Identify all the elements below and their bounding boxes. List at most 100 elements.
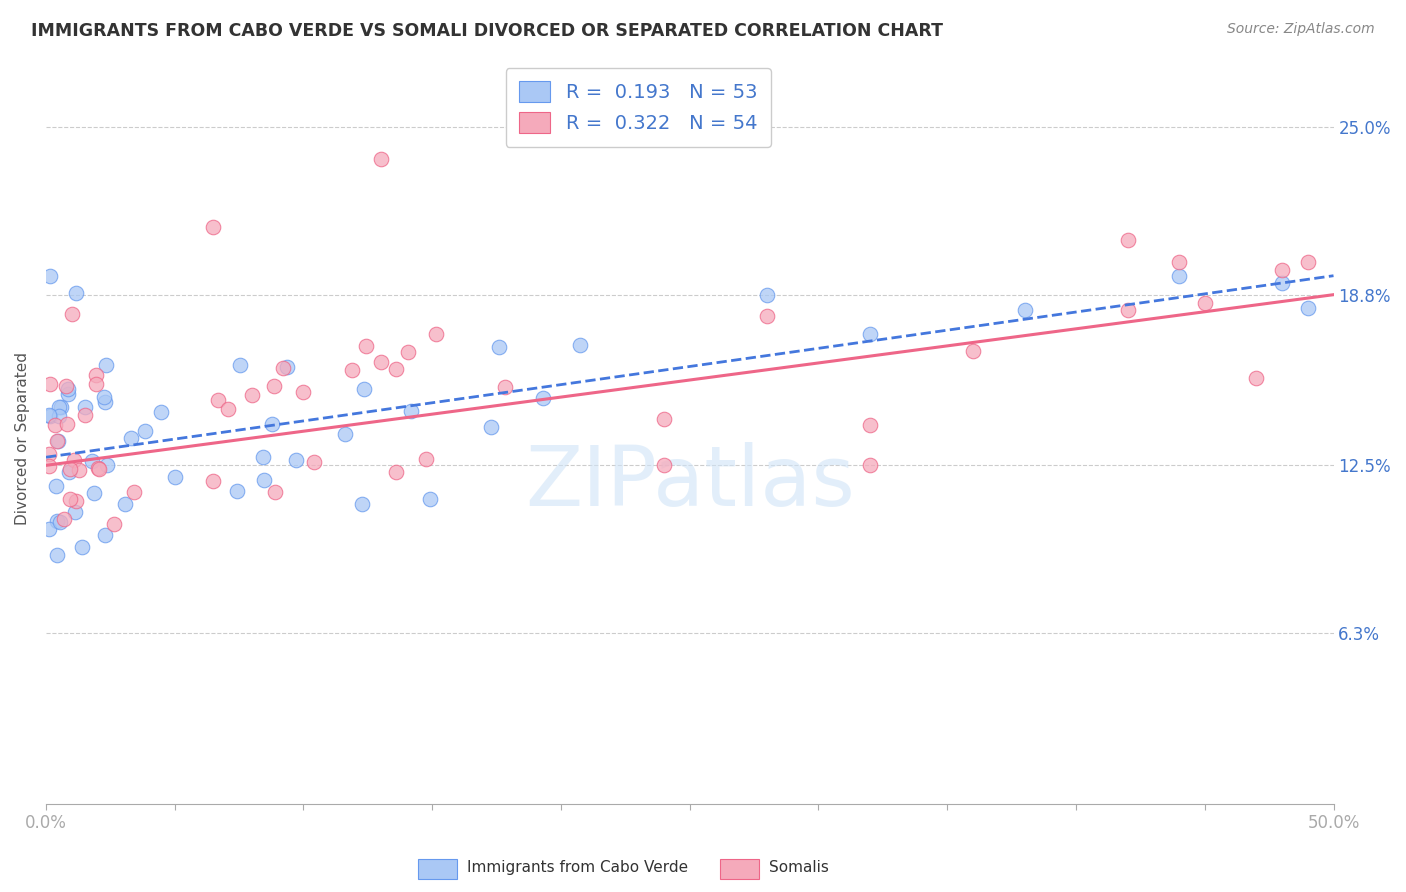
- Point: [242, 388, 264, 402]
- Point: [93, 390, 115, 404]
- Point: [1296, 255, 1319, 269]
- Point: [425, 326, 447, 341]
- Text: Somalis: Somalis: [769, 861, 830, 875]
- Point: [45, 514, 67, 528]
- Point: [207, 392, 229, 407]
- Point: [479, 420, 502, 434]
- Point: [86, 376, 108, 391]
- Point: [122, 484, 145, 499]
- Point: [354, 339, 377, 353]
- Point: [59, 462, 82, 476]
- Y-axis label: Divorced or Separated: Divorced or Separated: [15, 351, 30, 524]
- Point: [264, 484, 287, 499]
- Text: Immigrants from Cabo Verde: Immigrants from Cabo Verde: [467, 861, 688, 875]
- Point: [340, 363, 363, 377]
- Point: [63, 453, 86, 467]
- Point: [38, 447, 60, 461]
- Point: [385, 362, 408, 376]
- Point: [58, 491, 80, 506]
- Point: [1194, 296, 1216, 310]
- Point: [302, 455, 325, 469]
- Point: [335, 427, 357, 442]
- Point: [114, 497, 136, 511]
- Point: [46, 434, 69, 449]
- Point: [134, 424, 156, 438]
- Text: ZIPatlas: ZIPatlas: [524, 442, 855, 523]
- Point: [56, 417, 79, 431]
- Point: [75, 401, 97, 415]
- Point: [652, 411, 675, 425]
- Text: IMMIGRANTS FROM CABO VERDE VS SOMALI DIVORCED OR SEPARATED CORRELATION CHART: IMMIGRANTS FROM CABO VERDE VS SOMALI DIV…: [31, 22, 943, 40]
- Point: [962, 343, 984, 358]
- Point: [859, 458, 882, 473]
- Point: [494, 380, 516, 394]
- Point: [51, 401, 73, 415]
- Point: [756, 287, 779, 301]
- Point: [229, 358, 252, 372]
- Point: [1116, 234, 1139, 248]
- Point: [285, 453, 308, 467]
- Point: [859, 417, 882, 432]
- Point: [568, 338, 591, 352]
- Point: [58, 382, 80, 396]
- Point: [94, 527, 117, 541]
- Point: [83, 486, 105, 500]
- Point: [46, 434, 69, 448]
- Point: [756, 309, 779, 323]
- Point: [48, 401, 70, 415]
- Point: [103, 517, 125, 532]
- Point: [96, 458, 118, 472]
- Point: [65, 505, 87, 519]
- Point: [1296, 301, 1319, 316]
- Point: [370, 153, 392, 167]
- Point: [271, 361, 294, 376]
- Point: [73, 408, 96, 422]
- Point: [96, 358, 118, 372]
- Point: [217, 401, 239, 416]
- Point: [263, 379, 285, 393]
- Point: [65, 493, 87, 508]
- Point: [56, 387, 79, 401]
- Point: [370, 354, 392, 368]
- Point: [252, 450, 274, 464]
- Point: [419, 491, 441, 506]
- Point: [1168, 268, 1191, 283]
- Point: [45, 478, 67, 492]
- Point: [226, 484, 249, 499]
- Point: [1271, 262, 1294, 277]
- Point: [38, 408, 60, 422]
- Point: [55, 379, 77, 393]
- Point: [488, 340, 510, 354]
- Legend: R =  0.193   N = 53, R =  0.322   N = 54: R = 0.193 N = 53, R = 0.322 N = 54: [506, 68, 770, 147]
- Point: [202, 219, 225, 234]
- Point: [399, 404, 422, 418]
- Point: [58, 465, 80, 479]
- Point: [39, 268, 62, 283]
- Point: [165, 470, 187, 484]
- Point: [72, 541, 94, 555]
- Point: [53, 512, 76, 526]
- Point: [38, 458, 60, 473]
- Point: [67, 463, 90, 477]
- Point: [1116, 303, 1139, 318]
- Point: [292, 385, 315, 400]
- Point: [396, 345, 419, 359]
- Point: [1168, 255, 1191, 269]
- Point: [350, 497, 373, 511]
- Point: [1246, 371, 1268, 385]
- Point: [120, 431, 142, 445]
- Point: [38, 523, 60, 537]
- Point: [652, 458, 675, 473]
- Point: [202, 474, 225, 488]
- Point: [353, 382, 375, 396]
- Point: [60, 307, 83, 321]
- Point: [65, 285, 87, 300]
- Point: [48, 409, 70, 423]
- Point: [859, 327, 882, 342]
- Point: [86, 461, 108, 475]
- Point: [38, 376, 60, 391]
- Text: Source: ZipAtlas.com: Source: ZipAtlas.com: [1227, 22, 1375, 37]
- Point: [149, 405, 172, 419]
- Point: [45, 549, 67, 563]
- Point: [531, 391, 554, 405]
